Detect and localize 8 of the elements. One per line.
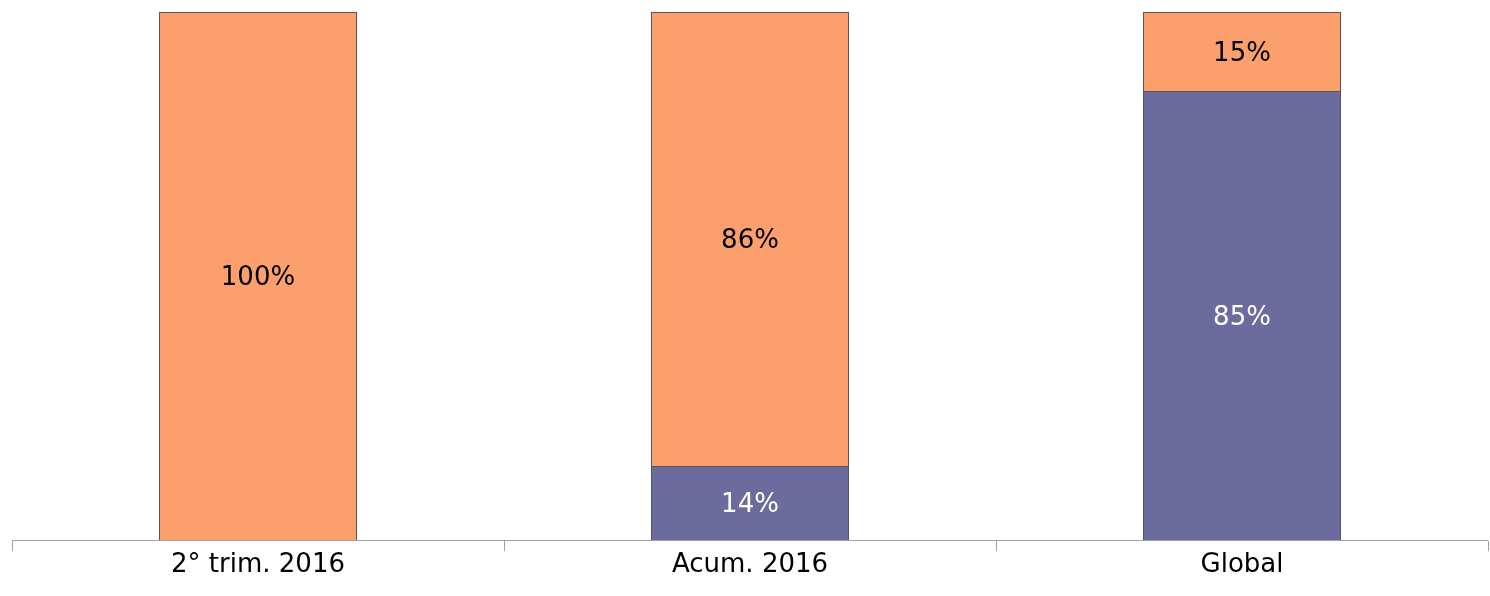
x-tick-label: Acum. 2016 (671, 548, 829, 579)
data-label: 85% (1213, 300, 1271, 331)
data-label: 100% (220, 261, 296, 291)
data-label: 86% (721, 224, 779, 255)
x-tick-label: Global (1200, 548, 1284, 579)
x-tick-label: 2° trim. 2016 (171, 548, 345, 579)
data-label: 14% (721, 488, 779, 519)
data-label: 15% (1213, 36, 1271, 67)
